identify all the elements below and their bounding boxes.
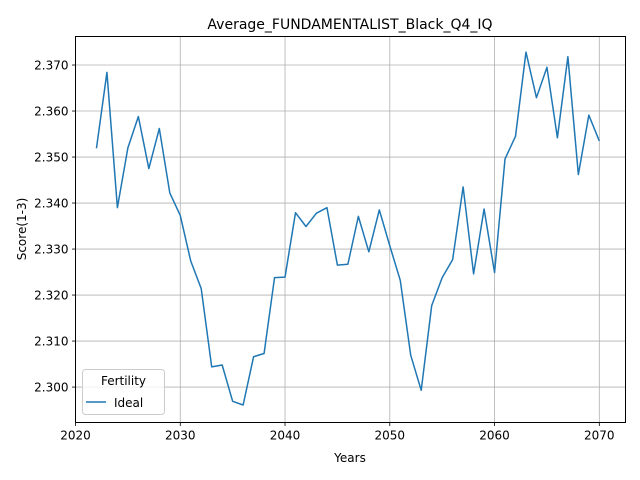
x-axis-label: Years bbox=[333, 451, 366, 465]
plot-frame bbox=[75, 36, 626, 423]
y-tick-label: 2.300 bbox=[34, 381, 68, 395]
y-axis-ticks: 2.300 2.310 2.320 2.330 2.340 2.350 2.360 2.370 bbox=[34, 59, 76, 395]
x-tick-label: 2020 bbox=[60, 429, 91, 443]
chart-title: Average_FUNDAMENTALIST_Black_Q4_IQ bbox=[207, 17, 492, 33]
y-tick-label: 2.320 bbox=[34, 289, 68, 303]
x-tick-label: 2060 bbox=[479, 429, 510, 443]
x-tick-label: 2030 bbox=[165, 429, 196, 443]
y-tick-label: 2.340 bbox=[34, 197, 68, 211]
y-axis-label: Score(1-3) bbox=[15, 198, 29, 261]
y-tick-label: 2.310 bbox=[34, 335, 68, 349]
x-tick-label: 2070 bbox=[584, 429, 615, 443]
series-layer bbox=[95, 51, 601, 406]
legend-label-ideal: Ideal bbox=[114, 396, 143, 410]
y-tick-label: 2.360 bbox=[34, 105, 68, 119]
y-tick-label: 2.330 bbox=[34, 243, 68, 257]
legend: Fertility Ideal bbox=[82, 369, 165, 415]
legend-box bbox=[82, 369, 165, 415]
series-line-ideal bbox=[95, 51, 601, 406]
legend-title: Fertility bbox=[101, 374, 146, 388]
x-axis-ticks: 2020 2030 2040 2050 2060 2070 bbox=[60, 422, 615, 443]
x-tick-label: 2040 bbox=[270, 429, 301, 443]
y-tick-label: 2.370 bbox=[34, 59, 68, 73]
y-tick-label: 2.350 bbox=[34, 151, 68, 165]
x-tick-label: 2050 bbox=[375, 429, 406, 443]
